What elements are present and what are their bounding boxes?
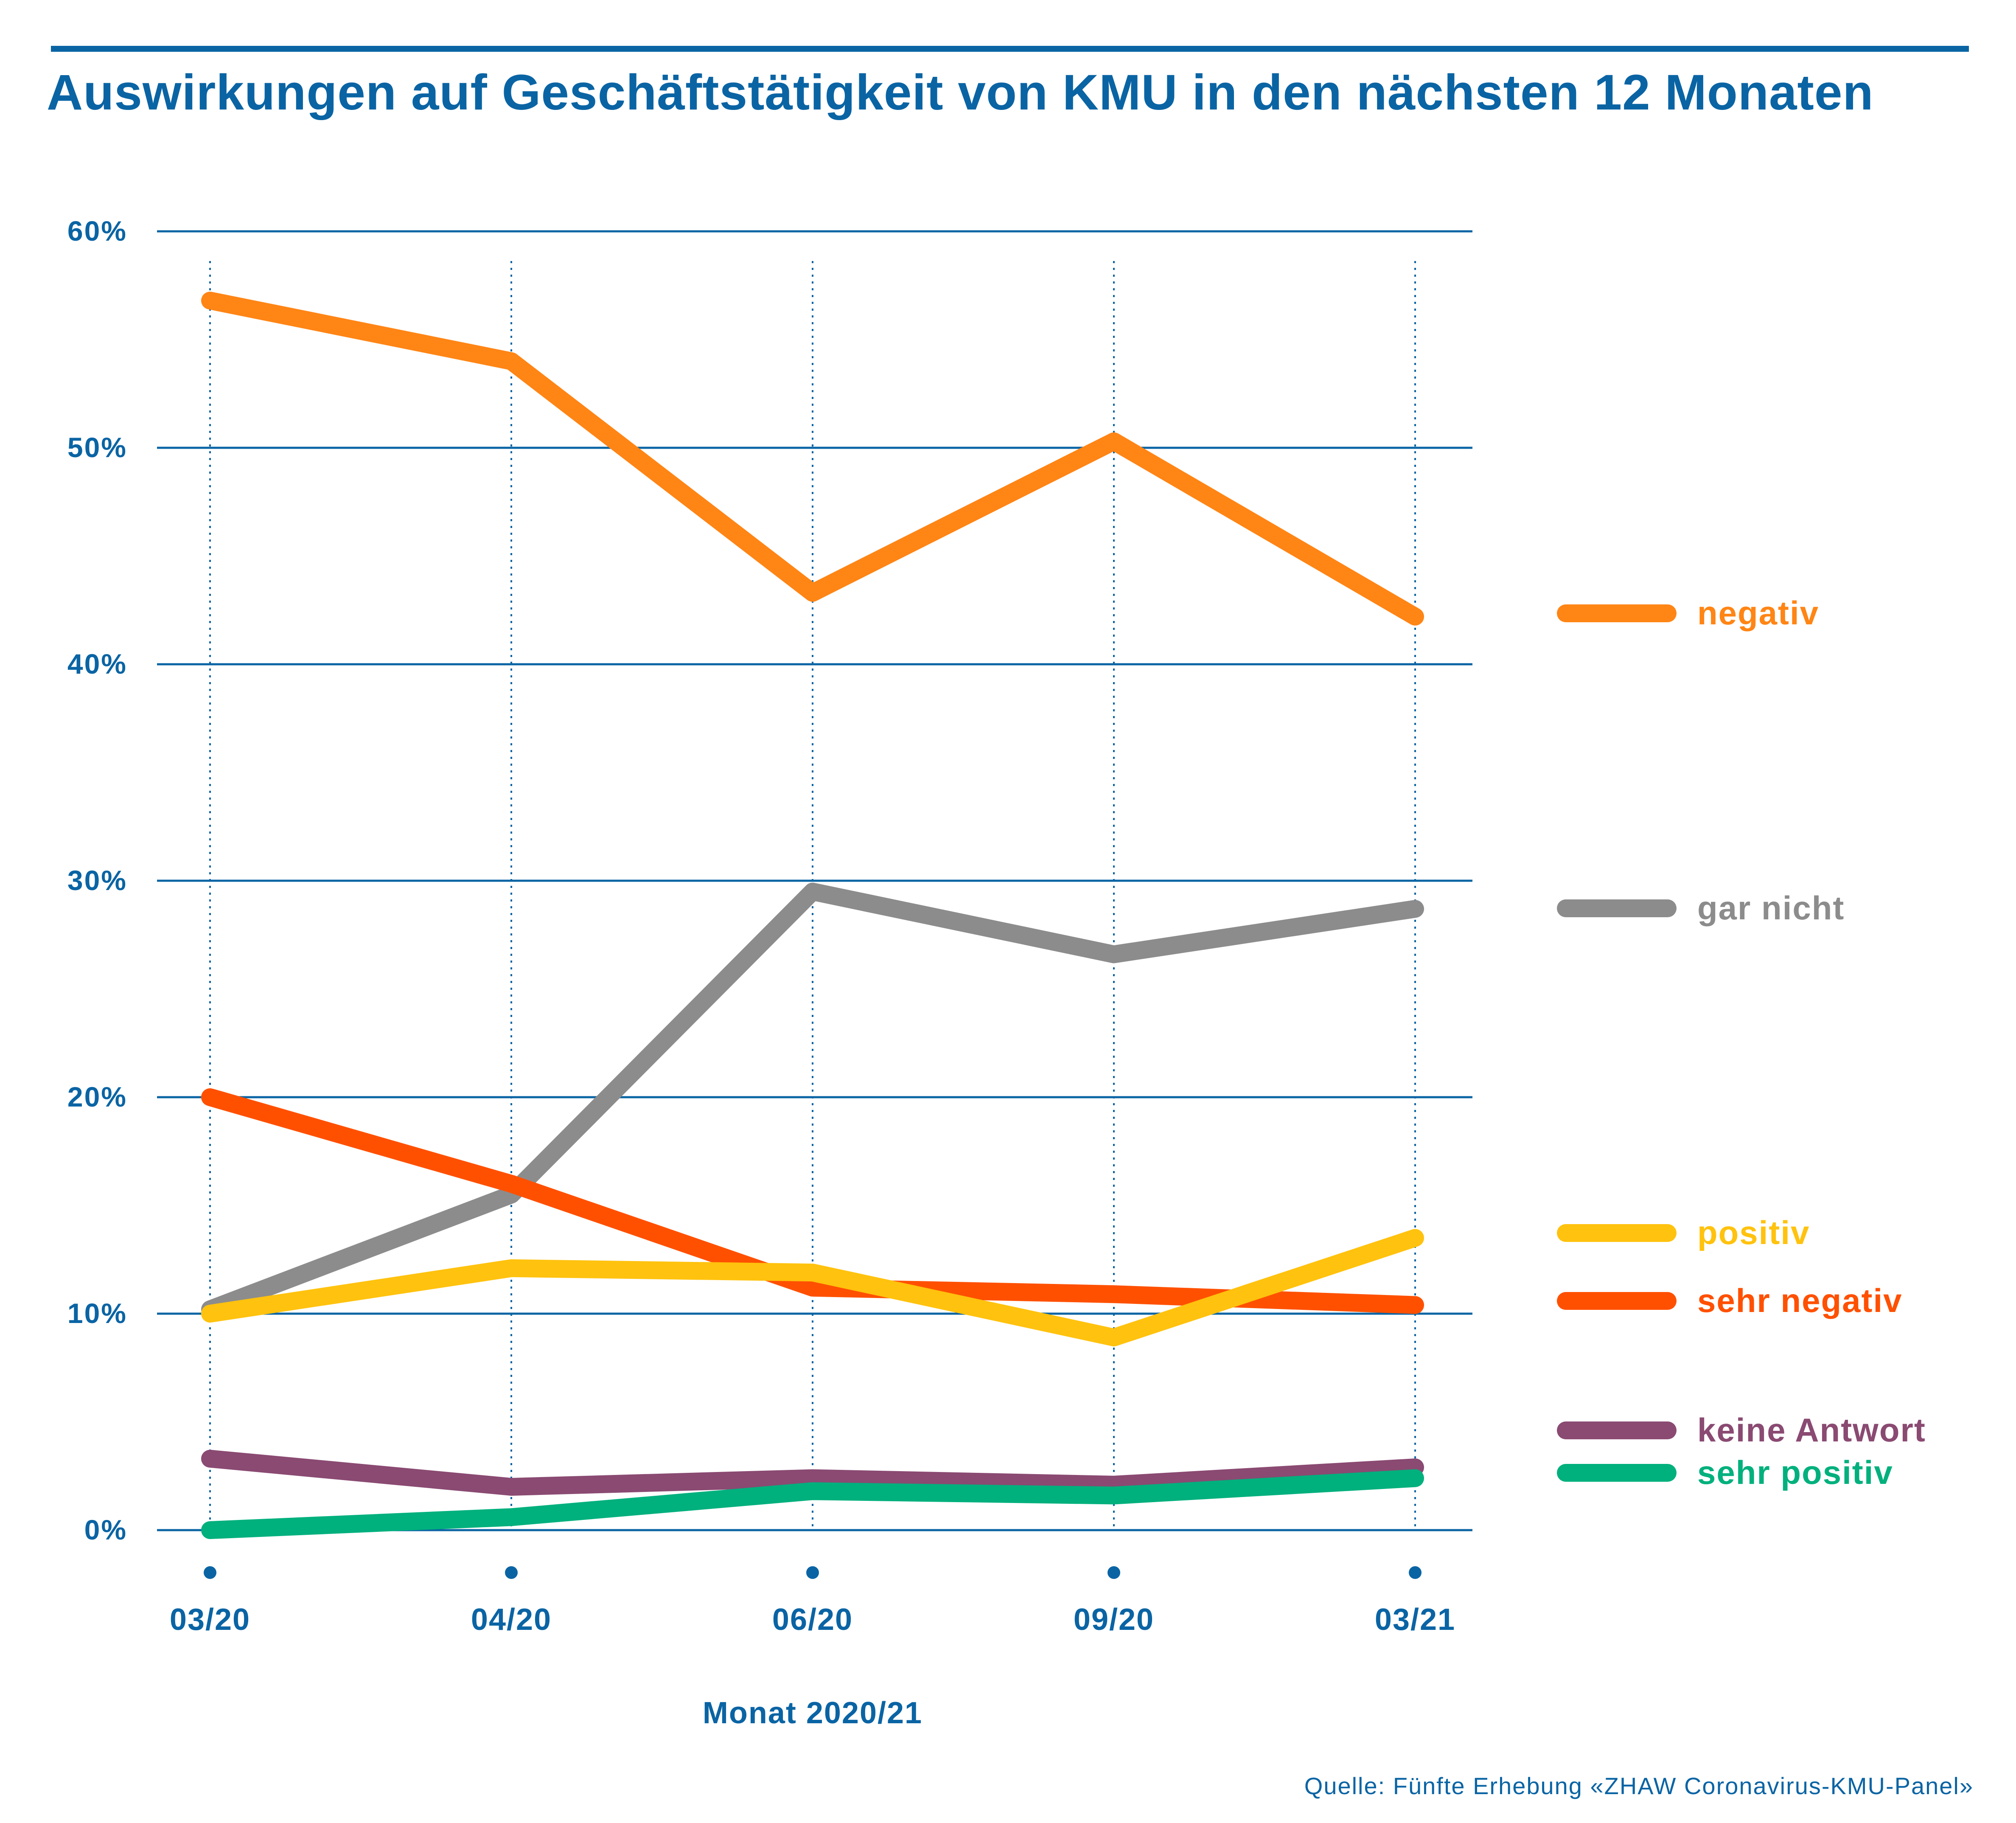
chart-title: Auswirkungen auf Geschäftstätigkeit von … (47, 65, 1874, 121)
y-tick-label: 20% (67, 1081, 127, 1112)
x-tick-dot (505, 1566, 518, 1579)
y-tick-label: 50% (67, 432, 127, 463)
axis-layer: 0% 10% 20% 30% 40% 50% 60% 03/20 04/20 06/20 09/20… (67, 215, 1455, 1730)
x-tick-dot (806, 1566, 819, 1579)
top-rule (51, 46, 1969, 52)
x-tick-label: 04/20 (471, 1603, 552, 1637)
legend-layer: negativ gar nicht positiv sehr negativ keine… (1557, 594, 1926, 1491)
series-layer (201, 292, 1424, 1539)
grid-layer (157, 230, 1472, 1531)
legend-label-sehr-negativ: sehr negativ (1697, 1282, 1903, 1319)
series-line-gar-nicht (201, 882, 1424, 1318)
x-tick-dot (1409, 1566, 1422, 1579)
legend-label-negativ: negativ (1697, 594, 1819, 632)
y-tick-label: 40% (67, 648, 127, 680)
x-tick-label: 06/20 (772, 1603, 853, 1637)
legend-label-keine-antwort: keine Antwort (1697, 1411, 1926, 1449)
x-tick-dot (1108, 1566, 1120, 1579)
x-tick-dot (204, 1566, 216, 1579)
x-tick-label: 09/20 (1074, 1603, 1154, 1637)
series-line-keine-antwort (201, 1449, 1424, 1496)
source-note: Quelle: Fünfte Erhebung «ZHAW Coronaviru… (1304, 1772, 1974, 1799)
y-tick-label: 60% (67, 215, 127, 247)
series-line-sehr-positiv (201, 1469, 1424, 1539)
x-axis-title: Monat 2020/21 (703, 1696, 922, 1730)
y-tick-label: 30% (67, 865, 127, 896)
legend-label-positiv: positiv (1697, 1214, 1810, 1251)
x-tick-label: 03/20 (170, 1603, 250, 1637)
x-tick-label: 03/21 (1375, 1603, 1455, 1637)
y-tick-label: 0% (84, 1514, 127, 1545)
y-tick-label: 10% (67, 1298, 127, 1329)
legend-label-gar-nicht: gar nicht (1697, 889, 1845, 927)
series-line-negativ (201, 292, 1424, 626)
legend-label-sehr-positiv: sehr positiv (1697, 1454, 1893, 1491)
series-line-positiv (201, 1229, 1424, 1347)
